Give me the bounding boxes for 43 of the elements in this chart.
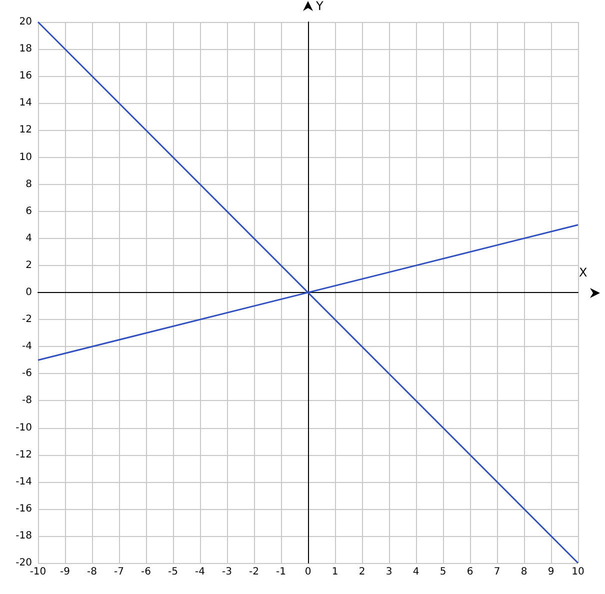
x-tick-label: -7 <box>114 566 124 578</box>
y-tick-label: 2 <box>26 260 32 271</box>
x-tick-label: -8 <box>87 566 97 578</box>
y-tick-label: -10 <box>16 422 32 434</box>
y-tick-label: 8 <box>26 178 32 190</box>
x-axis-title: X <box>579 266 588 280</box>
x-tick-label: -2 <box>249 566 259 578</box>
x-tick-label: 7 <box>494 566 500 578</box>
x-tick-label: 2 <box>358 566 366 578</box>
y-tick-label: -6 <box>22 368 32 380</box>
y-tick-label: 16 <box>19 70 32 82</box>
y-axis-title: Y <box>315 0 324 13</box>
y-tick-label: 6 <box>26 206 32 217</box>
y-tick-label: 14 <box>19 98 32 109</box>
y-tick-label: 12 <box>19 124 32 136</box>
x-tick-label: 8 <box>520 566 528 578</box>
x-tick-label: -1 <box>276 566 286 578</box>
x-tick-label: 1 <box>332 566 338 578</box>
y-tick-label: -8 <box>22 395 32 406</box>
x-tick-label: -9 <box>60 566 70 578</box>
x-tick-label: 6 <box>466 566 474 578</box>
x-tick-label: -6 <box>141 566 151 578</box>
y-tick-label: 4 <box>26 232 32 244</box>
y-tick-label: -14 <box>16 476 32 488</box>
y-tick-label: 0 <box>26 287 32 298</box>
y-tick-label: 18 <box>19 44 32 55</box>
y-tick-label: -16 <box>16 503 32 514</box>
x-tick-label: 10 <box>572 566 584 578</box>
y-tick-label: -20 <box>16 558 32 568</box>
x-tick-label: -4 <box>195 566 205 578</box>
y-tick-label: -4 <box>22 341 32 352</box>
x-tick-label: 3 <box>386 566 392 578</box>
y-tick-label: -12 <box>16 449 32 460</box>
x-tick-label: -3 <box>222 566 232 578</box>
y-tick-label: -2 <box>22 314 32 326</box>
y-tick-label: 20 <box>19 16 32 28</box>
x-tick-label: 0 <box>304 566 312 578</box>
y-tick-label: -18 <box>16 530 32 542</box>
x-tick-label: 5 <box>440 566 446 578</box>
x-tick-label: -5 <box>168 566 178 578</box>
x-tick-label: 4 <box>412 566 420 578</box>
x-tick-label: 9 <box>548 566 554 578</box>
y-tick-label: 10 <box>19 152 32 163</box>
